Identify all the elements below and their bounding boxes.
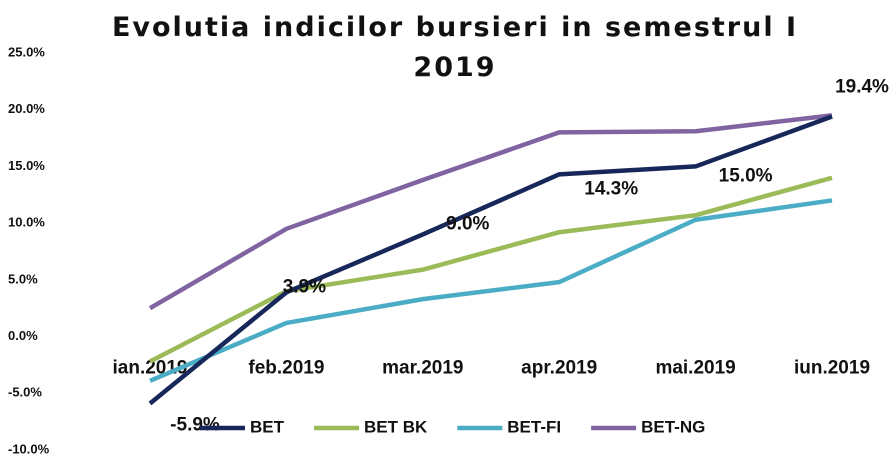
data-label: -5.9% [170,415,220,436]
chart-title: Evolutia indicilor bursieri in semestrul… [111,12,799,83]
series-line [148,175,833,364]
x-tick-label: mar.2019 [382,358,463,379]
series-line [149,198,833,383]
y-tick-label: 0.0% [8,328,38,343]
y-tick-label: 15.0% [8,158,45,173]
x-tick-label: apr.2019 [521,358,597,379]
y-tick-label: 25.0% [8,44,45,59]
legend-label: BET-FI [507,417,561,436]
data-label: 9.0% [446,214,489,235]
y-tick-label: 10.0% [8,215,45,230]
data-label: 15.0% [719,165,773,186]
y-tick-label: -5.0% [8,385,42,400]
y-tick-label: 5.0% [8,271,38,286]
data-label: 14.3% [584,178,638,199]
x-tick-label: mai.2019 [655,358,735,379]
series-line [148,113,833,311]
series-line [148,114,833,406]
data-label: 19.4% [835,77,889,98]
legend-label: BET [250,417,285,436]
data-label: 3.9% [283,276,326,297]
y-tick-label: -10.0% [8,441,50,456]
legend-label: BET-NG [641,417,705,436]
y-tick-label: 20.0% [8,101,45,116]
legend-label: BET BK [364,417,428,436]
x-tick-label: iun.2019 [794,358,870,379]
x-tick-label: feb.2019 [248,358,324,379]
